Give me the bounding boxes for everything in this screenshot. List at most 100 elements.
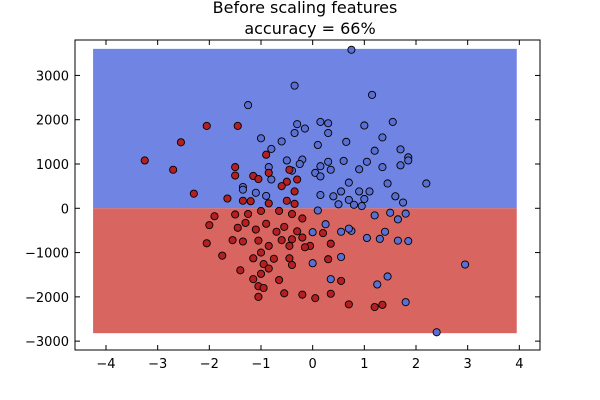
data-point-class-1: [246, 197, 255, 206]
data-point-class-1: [256, 206, 266, 215]
data-point-class-1: [259, 260, 268, 269]
data-point-class-0: [368, 90, 377, 99]
data-point-class-1: [344, 300, 353, 309]
data-point-class-1: [264, 168, 273, 177]
data-point-class-1: [318, 229, 328, 238]
data-point-class-0: [344, 195, 353, 204]
axes: −4 −3 −2 −1 0 1 2 3 4 −3000 −2000 −1000 0 1000 2000 300…: [25, 39, 541, 372]
data-point-class-0: [404, 237, 413, 246]
data-point-class-0: [308, 228, 317, 237]
data-point-class-1: [264, 241, 273, 250]
data-point-class-0: [326, 275, 335, 284]
data-point-class-1: [169, 165, 178, 174]
data-point-class-1: [259, 283, 268, 293]
data-point-class-1: [254, 236, 263, 245]
data-point-class-1: [241, 218, 250, 227]
data-point-class-0: [324, 157, 333, 166]
data-point-class-1: [300, 243, 309, 252]
data-point-class-1: [189, 189, 198, 198]
data-point-class-1: [238, 237, 247, 246]
data-point-class-0: [334, 200, 343, 209]
decision-regions: [93, 48, 517, 334]
x-tick-label: −4: [96, 357, 115, 372]
data-point-class-1: [282, 196, 291, 205]
data-point-class-0: [337, 187, 346, 196]
data-point-class-0: [349, 200, 359, 209]
data-point-class-0: [256, 134, 266, 143]
data-point-class-0: [326, 165, 335, 174]
data-point-class-0: [337, 227, 346, 236]
data-point-class-1: [337, 276, 346, 285]
data-point-class-1: [287, 209, 297, 219]
data-point-class-1: [264, 264, 273, 273]
data-point-class-1: [298, 233, 307, 242]
data-point-class-1: [236, 266, 245, 275]
data-point-class-1: [285, 254, 294, 263]
chart-subtitle: accuracy = 66%: [244, 19, 375, 38]
data-point-class-1: [280, 289, 289, 298]
data-point-class-1: [249, 275, 258, 284]
data-point-class-0: [378, 133, 387, 142]
data-point-class-1: [249, 254, 258, 263]
data-point-class-1: [298, 214, 307, 223]
data-point-class-0: [386, 208, 395, 217]
data-point-class-1: [287, 260, 297, 270]
data-point-class-1: [370, 302, 379, 312]
data-point-class-0: [267, 144, 276, 153]
data-point-class-0: [251, 188, 260, 197]
x-tick-label: −1: [251, 357, 270, 372]
data-point-class-0: [380, 227, 390, 236]
data-point-class-1: [262, 150, 271, 159]
data-point-class-1: [231, 210, 240, 219]
data-point-class-0: [300, 124, 309, 133]
x-tick-label: 2: [412, 357, 420, 372]
data-point-class-1: [280, 222, 289, 231]
data-point-class-0: [396, 145, 405, 154]
x-tick-label: −3: [148, 357, 167, 372]
data-point-class-1: [298, 290, 307, 299]
data-point-class-0: [277, 137, 286, 146]
data-point-class-0: [313, 140, 322, 150]
data-point-class-1: [293, 175, 302, 184]
data-point-class-1: [269, 254, 278, 263]
data-point-class-0: [401, 298, 410, 307]
data-point-class-1: [378, 300, 387, 309]
data-point-class-1: [233, 121, 242, 130]
data-point-class-0: [337, 252, 346, 262]
data-point-class-1: [228, 236, 237, 245]
data-point-class-1: [277, 236, 286, 245]
data-point-class-0: [373, 280, 382, 289]
data-point-class-0: [432, 328, 441, 337]
y-tick-label: 1000: [36, 158, 69, 173]
data-point-class-0: [391, 192, 400, 201]
y-tick-label: −2000: [25, 291, 69, 306]
data-point-class-0: [360, 121, 369, 130]
data-point-class-1: [244, 209, 253, 219]
data-point-class-0: [362, 233, 371, 243]
data-point-class-1: [262, 219, 271, 228]
data-point-class-1: [285, 241, 294, 250]
data-point-class-1: [324, 255, 333, 264]
y-tick-label: 2000: [36, 114, 69, 129]
data-point-class-1: [202, 239, 211, 248]
data-point-class-1: [233, 223, 242, 232]
data-point-class-0: [290, 81, 299, 90]
data-point-class-1: [238, 196, 247, 205]
data-point-class-0: [383, 272, 392, 281]
data-point-class-1: [223, 194, 232, 203]
data-point-class-1: [326, 289, 335, 298]
data-point-class-1: [231, 163, 240, 172]
x-tick-label: 0: [309, 357, 317, 372]
data-point-class-0: [282, 156, 291, 165]
x-tick-label: 3: [464, 357, 472, 372]
data-point-class-0: [339, 156, 348, 165]
plot-frame: [74, 39, 541, 351]
data-point-class-0: [342, 137, 351, 146]
data-point-class-0: [357, 202, 366, 211]
data-point-class-0: [355, 165, 364, 174]
data-point-class-0: [293, 120, 302, 129]
data-point-class-0: [365, 187, 374, 196]
data-point-class-1: [293, 227, 302, 236]
data-point-class-0: [375, 234, 384, 243]
